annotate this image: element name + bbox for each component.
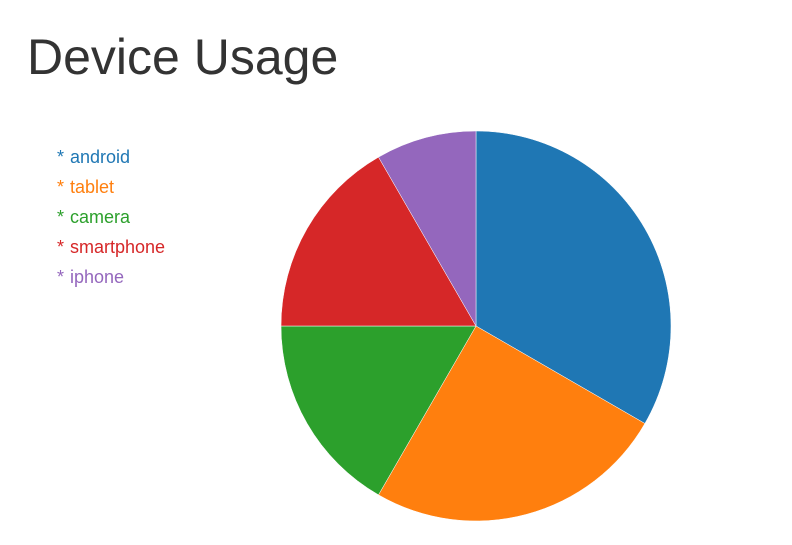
legend-item-iphone: * iphone: [57, 262, 165, 292]
pie-slice-smartphone: [280, 156, 477, 327]
legend-label: smartphone: [70, 237, 166, 257]
legend-bullet: *: [57, 207, 65, 227]
pie-slice-iphone: [378, 130, 477, 327]
pie-slice-tablet: [378, 325, 646, 522]
legend-bullet: *: [57, 267, 65, 287]
pie-slice-camera: [280, 325, 477, 496]
legend-bullet: *: [57, 177, 65, 197]
legend-label: tablet: [70, 177, 115, 197]
legend-bullet: *: [57, 237, 65, 257]
legend-label: camera: [70, 207, 131, 227]
legend-item-tablet: * tablet: [57, 172, 165, 202]
legend-item-android: * android: [57, 142, 165, 172]
legend: * android * tablet * camera * smartphone * iphone: [57, 142, 165, 292]
legend-item-smartphone: * smartphone: [57, 232, 165, 262]
legend-label: android: [70, 147, 131, 167]
page-title: Device Usage: [27, 29, 339, 85]
pie-slice-android: [475, 130, 672, 424]
legend-label: iphone: [70, 267, 125, 287]
legend-bullet: *: [57, 147, 65, 167]
legend-item-camera: * camera: [57, 202, 165, 232]
